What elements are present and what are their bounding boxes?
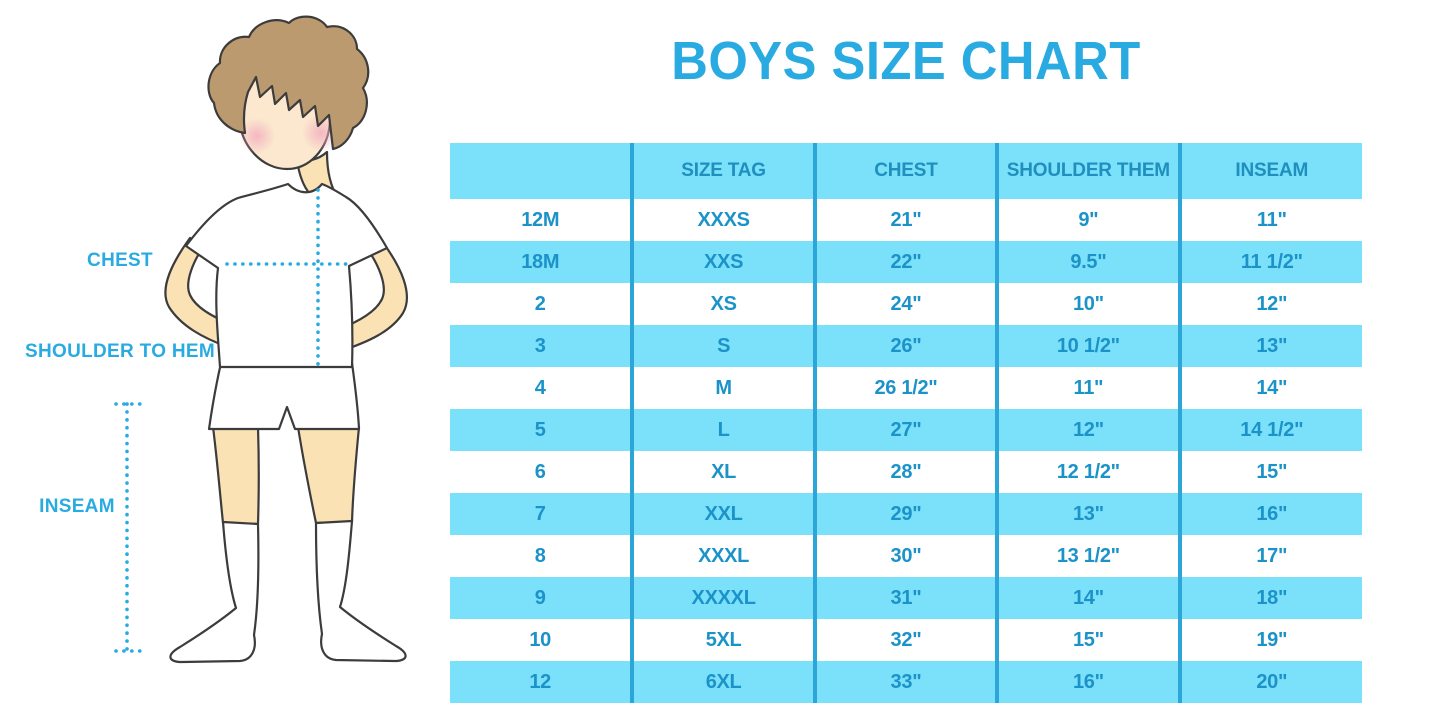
chest-label: CHEST xyxy=(87,250,153,271)
table-cell: 11" xyxy=(995,367,1180,409)
table-cell: 33" xyxy=(812,661,998,703)
boy-shirt xyxy=(184,182,389,369)
measurement-diagram: CHEST SHOULDER TO HEM INSEAM xyxy=(0,0,450,723)
table-cell: 5XL xyxy=(630,619,815,661)
table-cell: 16" xyxy=(1177,493,1362,535)
table-cell: 26 1/2" xyxy=(812,367,998,409)
table-cell: 6 xyxy=(534,460,546,483)
table-cell: 20" xyxy=(1177,661,1362,703)
table-cell: 10" xyxy=(995,283,1180,325)
table-cell: 28" xyxy=(812,451,998,493)
boy-right-sock xyxy=(314,519,407,663)
boy-left-leg xyxy=(211,425,260,526)
table-cell: 9" xyxy=(995,199,1180,241)
table-cell: 12 1/2" xyxy=(995,451,1180,493)
table-cell: 18" xyxy=(1177,577,1362,619)
table-cell: 14" xyxy=(995,577,1180,619)
table-cell: 19" xyxy=(1177,619,1362,661)
column-header: SIZE TAG xyxy=(630,143,815,199)
table-cell: 13 1/2" xyxy=(995,535,1180,577)
column-header: CHEST xyxy=(812,143,998,199)
table-cell: 18M xyxy=(450,241,633,283)
table-row: 9 XXXXL 31" 14" 18" xyxy=(450,577,1362,619)
table-row: 3 S 26" 10 1/2" 13" xyxy=(450,325,1362,367)
table-cell: XXXS xyxy=(630,199,815,241)
boy-blush-left xyxy=(239,118,275,154)
table-cell: 27" xyxy=(812,409,998,451)
table-cell: 12" xyxy=(995,409,1180,451)
table-row: 8 XXXL 30" 13 1/2" 17" xyxy=(450,535,1362,577)
boy-figure-illustration xyxy=(114,15,408,664)
table-cell: 7 xyxy=(450,493,633,535)
table-cell: 22" xyxy=(812,241,998,283)
inseam-label: INSEAM xyxy=(39,496,115,517)
table-cell: XXL xyxy=(630,493,815,535)
size-table: SIZE TAG CHEST SHOULDER THEM INSEAM 12M XXXS 2… xyxy=(450,143,1362,703)
table-cell: S xyxy=(630,325,815,367)
column-header: SHOULDER THEM xyxy=(995,143,1180,199)
table-cell: 15" xyxy=(995,619,1180,661)
table-cell: 24" xyxy=(812,283,998,325)
table-cell: L xyxy=(630,409,815,451)
table-cell: 9.5" xyxy=(995,241,1180,283)
table-cell: 26" xyxy=(812,325,998,367)
table-row: 12 6XL 33" 16" 20" xyxy=(450,661,1362,703)
boy-hair xyxy=(207,15,370,151)
table-row: 10 5XL 32" 15" 19" xyxy=(450,619,1362,661)
table-cell: 5 xyxy=(450,409,633,451)
table-cell: 15" xyxy=(1177,451,1362,493)
table-cell: 12 xyxy=(450,661,633,703)
table-row: 7 XXL 29" 13" 16" xyxy=(450,493,1362,535)
table-cell: 8 xyxy=(534,544,546,567)
table-cell: 11 1/2" xyxy=(1177,241,1362,283)
table-cell: 9 xyxy=(450,577,633,619)
table-cell: 6XL xyxy=(630,661,815,703)
table-cell: 12M xyxy=(521,208,560,231)
table-cell: 13" xyxy=(995,493,1180,535)
table-cell: XS xyxy=(630,283,815,325)
table-cell: 12" xyxy=(1177,283,1362,325)
table-cell: 4 xyxy=(534,376,546,399)
table-row: 4 M 26 1/2" 11" 14" xyxy=(450,367,1362,409)
column-header-empty xyxy=(450,143,633,199)
shoulder-to-hem-label: SHOULDER TO HEM xyxy=(25,341,215,362)
table-cell: 21" xyxy=(812,199,998,241)
table-cell: M xyxy=(630,367,815,409)
table-cell: 17" xyxy=(1177,535,1362,577)
table-cell: 32" xyxy=(812,619,998,661)
page-title: BOYS SIZE CHART xyxy=(671,31,1141,91)
table-header-row: SIZE TAG CHEST SHOULDER THEM INSEAM xyxy=(450,143,1362,199)
table-cell: 11" xyxy=(1177,199,1362,241)
table-row: 18M XXS 22" 9.5" 11 1/2" xyxy=(450,241,1362,283)
table-row: 2 XS 24" 10" 12" xyxy=(450,283,1362,325)
column-header: INSEAM xyxy=(1177,143,1362,199)
table-cell: 29" xyxy=(812,493,998,535)
table-cell: 10 xyxy=(529,628,552,651)
table-row: 5 L 27" 12" 14 1/2" xyxy=(450,409,1362,451)
boy-shorts xyxy=(207,361,361,431)
table-cell: XL xyxy=(630,451,815,493)
table-cell: XXXXL xyxy=(630,577,815,619)
table-cell: 14 1/2" xyxy=(1177,409,1362,451)
table-cell: XXXL xyxy=(630,535,815,577)
table-row: 6 XL 28" 12 1/2" 15" xyxy=(450,451,1362,493)
table-cell: 31" xyxy=(812,577,998,619)
table-cell: 13" xyxy=(1177,325,1362,367)
table-cell: XXS xyxy=(630,241,815,283)
table-cell: 2 xyxy=(534,292,546,315)
table-cell: 14" xyxy=(1177,367,1362,409)
boy-left-sock xyxy=(169,520,260,664)
table-cell: 10 1/2" xyxy=(995,325,1180,367)
table-cell: 16" xyxy=(995,661,1180,703)
table-cell: 30" xyxy=(812,535,998,577)
table-cell: 3 xyxy=(450,325,633,367)
table-row: 12M XXXS 21" 9" 11" xyxy=(450,199,1362,241)
boy-right-leg xyxy=(296,425,361,525)
